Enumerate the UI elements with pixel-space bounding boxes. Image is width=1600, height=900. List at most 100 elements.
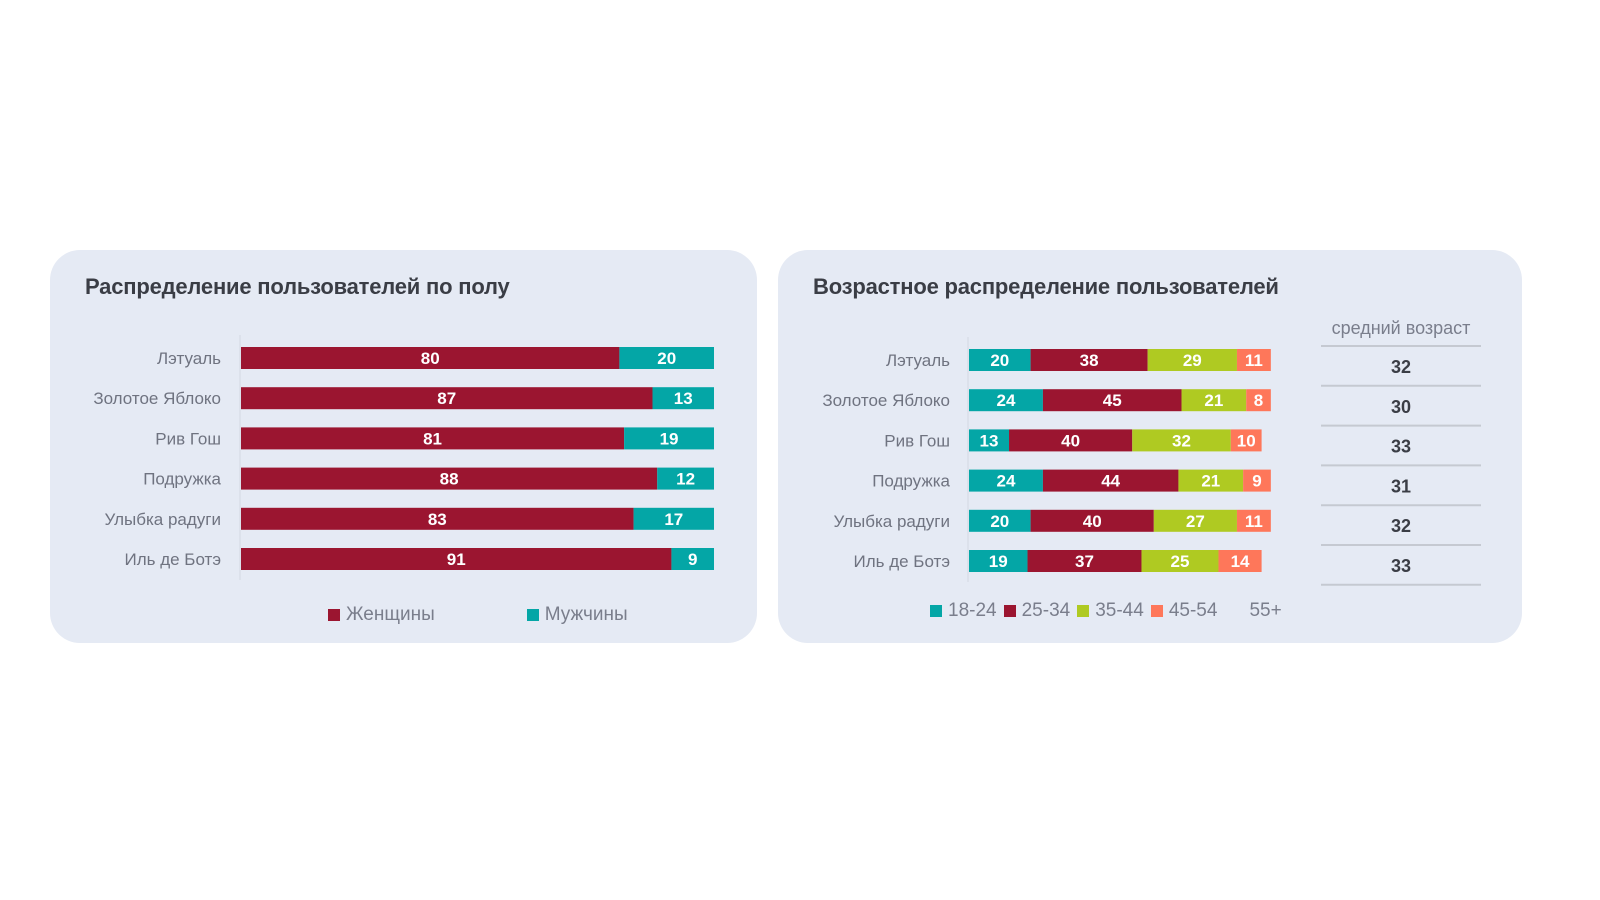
average-age-value: 33 bbox=[1391, 437, 1411, 457]
bar-segment-35-44 bbox=[1181, 389, 1247, 412]
data-label: 14 bbox=[1231, 552, 1250, 571]
data-label: 38 bbox=[1080, 351, 1099, 370]
data-label: 24 bbox=[996, 391, 1015, 410]
legend-swatch-men bbox=[526, 609, 539, 621]
bar-segment-women bbox=[241, 427, 625, 450]
average-age-value: 32 bbox=[1391, 516, 1411, 536]
legend-label-25-34: 25-34 bbox=[1021, 600, 1071, 621]
legend-item-45-54: 45-54 bbox=[1150, 600, 1217, 622]
bar-segment-women bbox=[241, 507, 634, 530]
bar-segment-25-34 bbox=[1042, 389, 1182, 412]
category-label: Рив Гош bbox=[884, 431, 950, 450]
legend-swatch-35-44 bbox=[1077, 605, 1090, 617]
data-label: 21 bbox=[1201, 472, 1220, 491]
category-label: Лэтуаль bbox=[886, 351, 950, 370]
bar-segment-18-24 bbox=[969, 509, 1031, 532]
category-label: Лэтуаль bbox=[157, 349, 221, 368]
legend-swatch-women bbox=[328, 609, 340, 621]
category-label: Золотое Яблоко bbox=[822, 391, 950, 410]
data-label: 11 bbox=[1245, 512, 1263, 531]
data-label: 81 bbox=[423, 429, 442, 448]
data-label: 29 bbox=[1183, 351, 1202, 370]
category-label: Подружка bbox=[143, 470, 221, 489]
legend-item-18-24: 18-24 bbox=[930, 600, 997, 622]
data-label: 88 bbox=[440, 470, 459, 489]
data-label: 80 bbox=[421, 349, 440, 368]
bar-segment-women bbox=[241, 548, 672, 570]
legend-item-men: Мужчины bbox=[526, 604, 628, 626]
data-label: 20 bbox=[990, 512, 1009, 531]
bar-segment-25-34 bbox=[1030, 509, 1154, 532]
data-label: 8 bbox=[1254, 391, 1263, 410]
data-label: 44 bbox=[1101, 472, 1120, 491]
bar-segment-men bbox=[652, 387, 714, 410]
bar-segment-25-34 bbox=[1042, 469, 1179, 492]
bar-segment-45-54 bbox=[1243, 469, 1271, 492]
gender-chart-plot: Лэтуаль 80 20 Золотое Яблоко 87 13 Рив Гош 81 19… bbox=[93, 335, 714, 580]
bar-segment-35-44 bbox=[1178, 469, 1244, 492]
data-label: 19 bbox=[660, 429, 679, 448]
legend-label-55-: 55+ bbox=[1249, 600, 1282, 621]
legend-swatch-18-24 bbox=[930, 605, 942, 617]
data-label: 20 bbox=[657, 349, 676, 368]
average-age-header: средний возраст bbox=[1332, 318, 1471, 338]
category-label: Золотое Яблоко bbox=[93, 389, 221, 408]
age-legend: 18-24 25-34 35-44 45-54 55+ bbox=[930, 600, 1282, 622]
legend-label-women: Женщины bbox=[346, 604, 435, 625]
data-label: 27 bbox=[1186, 512, 1205, 531]
data-label: 87 bbox=[437, 389, 456, 408]
bar-segment-25-34 bbox=[1009, 429, 1133, 452]
age-distribution-card: Возрастное распределение пользователей Л… bbox=[778, 250, 1522, 643]
category-label: Иль де Ботэ bbox=[124, 550, 221, 569]
data-label: 10 bbox=[1237, 431, 1256, 450]
bar-segment-25-34 bbox=[1030, 349, 1148, 371]
average-age-value: 33 bbox=[1391, 556, 1411, 576]
bar-segment-men bbox=[671, 548, 714, 570]
data-label: 91 bbox=[447, 550, 466, 569]
category-label: Улыбка радуги bbox=[104, 510, 221, 529]
bar-segment-35-44 bbox=[1141, 550, 1219, 572]
data-label: 40 bbox=[1083, 512, 1102, 531]
bar-segment-18-24 bbox=[969, 389, 1043, 412]
average-age-value: 30 bbox=[1391, 397, 1411, 417]
data-label: 45 bbox=[1103, 391, 1122, 410]
gender-distribution-card: Распределение пользователей по полу Лэту… bbox=[50, 250, 757, 643]
data-label: 12 bbox=[676, 470, 695, 489]
category-label: Иль де Ботэ bbox=[853, 552, 950, 571]
bar-segment-18-24 bbox=[969, 550, 1028, 572]
data-label: 20 bbox=[990, 351, 1009, 370]
legend-label-35-44: 35-44 bbox=[1095, 600, 1144, 621]
bar-segment-45-54 bbox=[1236, 509, 1271, 532]
bar-segment-18-24 bbox=[969, 429, 1010, 452]
legend-swatch-45-54 bbox=[1150, 605, 1163, 617]
data-label: 13 bbox=[980, 431, 999, 450]
legend-swatch-55- bbox=[1231, 605, 1244, 617]
bar-segment-35-44 bbox=[1132, 429, 1231, 452]
data-label: 11 bbox=[1245, 351, 1263, 370]
average-age-value: 31 bbox=[1391, 476, 1411, 496]
bar-segment-35-44 bbox=[1153, 509, 1237, 532]
data-label: 83 bbox=[428, 510, 447, 529]
bar-segment-45-54 bbox=[1236, 349, 1271, 371]
legend-label-18-24: 18-24 bbox=[948, 600, 997, 621]
legend-label-men: Мужчины bbox=[544, 604, 628, 625]
bar-segment-18-24 bbox=[969, 469, 1043, 492]
category-label: Рив Гош bbox=[155, 429, 221, 448]
gender-legend: Женщины Мужчины bbox=[328, 604, 628, 626]
bar-segment-35-44 bbox=[1147, 349, 1237, 371]
bar-segment-45-54 bbox=[1246, 389, 1271, 412]
legend-item-35-44: 35-44 bbox=[1077, 600, 1144, 622]
category-label: Подружка bbox=[872, 472, 950, 491]
bar-segment-men bbox=[619, 347, 714, 369]
data-label: 25 bbox=[1171, 552, 1190, 571]
bar-segment-women bbox=[241, 467, 658, 490]
gender-chart-title: Распределение пользователей по полу bbox=[85, 274, 510, 299]
data-label: 17 bbox=[664, 510, 683, 529]
bar-segment-men bbox=[633, 507, 714, 530]
data-label: 21 bbox=[1204, 391, 1223, 410]
category-label: Улыбка радуги bbox=[833, 512, 950, 531]
legend-item-women: Женщины bbox=[328, 604, 435, 626]
data-label: 9 bbox=[1252, 472, 1261, 491]
bar-segment-men bbox=[657, 467, 714, 490]
bar-segment-45-54 bbox=[1218, 550, 1262, 572]
